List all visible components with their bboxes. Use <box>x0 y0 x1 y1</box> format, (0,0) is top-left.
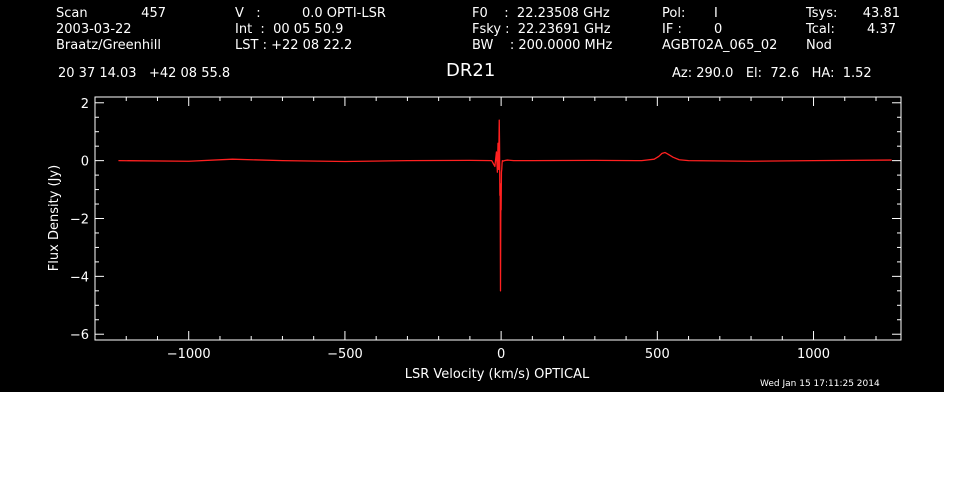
source-name: DR21 <box>446 60 496 81</box>
pointing-info: Az: 290.0 El: 72.6 HA: 1.52 <box>672 66 872 81</box>
flux-trace <box>118 119 892 292</box>
x-axis-label: LSR Velocity (km/s) OPTICAL <box>405 367 590 382</box>
spectrum-panel: Scan 457 2003-03-22 Braatz/Greenhill V :… <box>0 0 944 392</box>
project-id: AGBT02A_065_02 <box>662 38 778 53</box>
axis-tick-labels: −1000 −500 0 500 1000 −6 −4 −2 0 2 <box>70 97 830 362</box>
tcal-value: 4.37 <box>867 22 896 37</box>
x-tick-label: 1000 <box>797 347 830 362</box>
tsys-value: 43.81 <box>862 6 900 21</box>
y-axis-label: Flux Density (Jy) <box>47 165 62 271</box>
scan-value: 457 <box>141 6 166 21</box>
tcal-label: Tcal: <box>806 22 835 37</box>
tsys-label: Tsys: <box>806 6 838 21</box>
spectrum-plot: −1000 −500 0 500 1000 −6 −4 −2 0 2 LSR Velocity (… <box>47 96 902 382</box>
pol-value: I <box>714 6 718 21</box>
pol-label: Pol: <box>662 6 686 21</box>
if-value: 0 <box>714 22 723 37</box>
y-tick-label: −6 <box>70 328 89 343</box>
lst-info: LST : +22 08 22.2 <box>235 38 353 53</box>
integration-time: Int : 00 05 50.9 <box>235 22 344 37</box>
observer: Braatz/Greenhill <box>56 38 161 53</box>
velocity-info: V : 0.0 OPTI-LSR <box>235 6 386 21</box>
x-tick-label: 0 <box>497 347 505 362</box>
x-tick-label: −500 <box>327 347 363 362</box>
obs-mode: Nod <box>806 38 832 53</box>
plot-frame <box>94 96 902 341</box>
if-label: IF : <box>662 22 682 37</box>
y-tick-label: −2 <box>70 213 89 228</box>
y-tick-label: 0 <box>81 155 89 170</box>
x-tick-label: 500 <box>645 347 670 362</box>
axis-ticks <box>95 97 901 340</box>
obs-date: 2003-03-22 <box>56 22 132 37</box>
x-tick-label: −1000 <box>167 347 211 362</box>
rest-frequency: F0 : 22.23508 GHz <box>472 6 610 21</box>
y-tick-label: 2 <box>81 97 89 112</box>
source-coordinates: 20 37 14.03 +42 08 55.8 <box>58 66 231 81</box>
scan-label: Scan <box>56 6 88 21</box>
y-tick-label: −4 <box>70 270 89 285</box>
sky-frequency: Fsky : 22.23691 GHz <box>472 22 611 37</box>
bandwidth: BW : 200.0000 MHz <box>472 38 613 53</box>
plot-timestamp: Wed Jan 15 17:11:25 2014 <box>760 379 880 389</box>
